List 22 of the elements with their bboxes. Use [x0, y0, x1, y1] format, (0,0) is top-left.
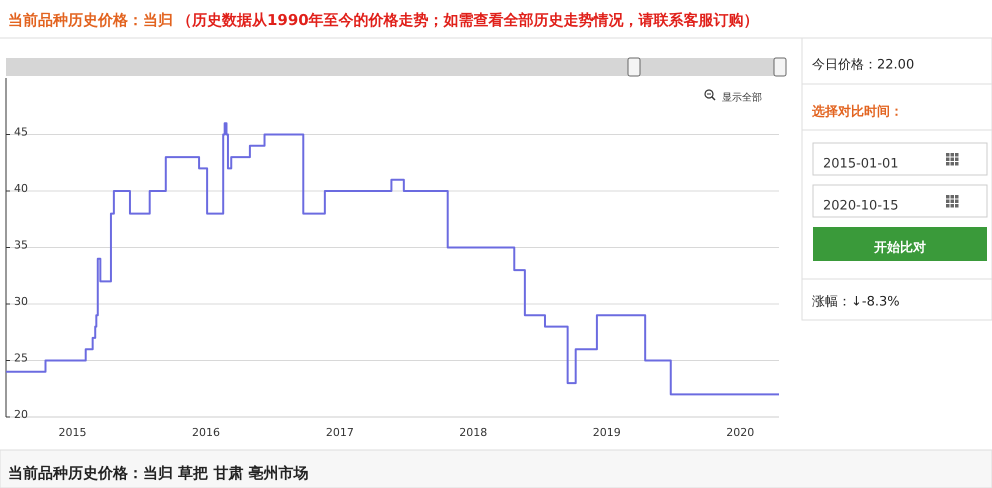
- text: 涨幅：↓-8.3%: [812, 294, 900, 310]
- y-tick-label: 30: [14, 295, 28, 308]
- x-tick-label: 2020: [726, 426, 754, 439]
- text: 当前品种历史价格：当归 草把 甘肃 亳州市场: [8, 464, 309, 482]
- y-tick-label: 20: [14, 408, 28, 422]
- y-tick-label: 35: [14, 238, 28, 252]
- chart-subtitle: （历史数据从1990年至今的价格走势；如需查看全部历史走势情况，请联系客服订购）: [177, 11, 759, 29]
- y-tick-label: 25: [14, 352, 28, 365]
- x-tick-label: 2015: [58, 426, 87, 439]
- x-tick-label: 2019: [592, 426, 621, 439]
- x-tick-label: 2018: [459, 426, 488, 439]
- y-tick-label: 45: [14, 126, 28, 139]
- text: 今日价格：22.00: [812, 58, 914, 73]
- text: 开始比对: [873, 240, 926, 256]
- chart-title: 当前品种历史价格：当归: [8, 11, 173, 29]
- text: 2020-10-15: [823, 198, 899, 214]
- text: 选择对比时间：: [811, 104, 903, 120]
- annotation: 显示全部: [722, 92, 762, 104]
- x-tick-label: 2016: [192, 426, 220, 439]
- x-tick-label: 2017: [326, 426, 354, 439]
- y-tick-label: 40: [14, 182, 28, 196]
- text: 2015-01-01: [823, 156, 899, 172]
